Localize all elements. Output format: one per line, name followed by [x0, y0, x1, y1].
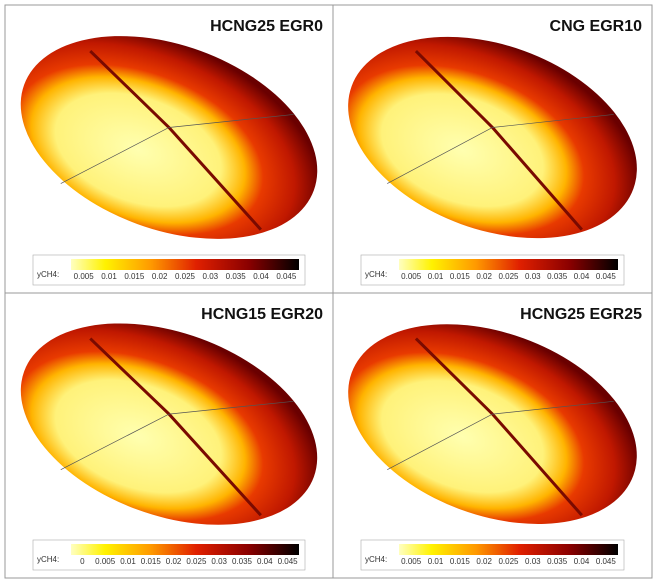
- colorbar-tick-label: 0.025: [498, 272, 519, 281]
- colorbar-tick-label: 0.04: [574, 272, 590, 281]
- colorbar-tick-label: 0.005: [401, 557, 422, 566]
- colorbar-tick-label: 0.02: [476, 557, 492, 566]
- colorbar-tick-label: 0.03: [525, 557, 541, 566]
- valve-edge: [387, 400, 614, 471]
- panel-title: HCNG15 EGR20: [201, 306, 323, 323]
- colorbar-tick-label: 0.01: [428, 272, 444, 281]
- colorbar-tick-label: 0.01: [120, 557, 136, 566]
- colorbar-tick-label: 0.03: [525, 272, 541, 281]
- cfd-contour: [348, 36, 637, 239]
- valve-edge: [60, 114, 294, 184]
- valve-edge: [60, 400, 294, 471]
- colorbar-tick-label: 0.02: [166, 557, 182, 566]
- panel: HCNG25 EGR0 yCH4: 0.005 0.01 0.015 0.02 0.025 0…: [4, 4, 334, 294]
- colorbar-tick-label: 0.015: [141, 557, 162, 566]
- colorbar-tick-label: 0.005: [95, 557, 116, 566]
- colorbar-tick-label: 0.035: [547, 272, 568, 281]
- colorbar-tick-label: 0.025: [175, 272, 196, 281]
- colorbar-tick-label: 0: [80, 557, 85, 566]
- panel: HCNG25 EGR25 yCH4: 0.005 0.01 0.015 0.02 0.025…: [332, 292, 653, 579]
- colorbar-tick-label: 0.015: [450, 272, 471, 281]
- colorbar-tick-label: 0.005: [74, 272, 95, 281]
- colorbar-tick-label: 0.045: [278, 557, 299, 566]
- colorbar-tick-label: 0.035: [226, 272, 247, 281]
- colorbar-tick-label: 0.045: [276, 272, 297, 281]
- legend-label: yCH4:: [37, 270, 59, 279]
- colorbar-tick-label: 0.02: [152, 272, 168, 281]
- legend-label: yCH4:: [365, 270, 387, 279]
- colorbar-tick-label: 0.01: [101, 272, 117, 281]
- legend-label: yCH4:: [365, 555, 387, 564]
- colorbar-tick-label: 0.035: [232, 557, 253, 566]
- colorbar-tick-label: 0.01: [428, 557, 444, 566]
- panel-title: CNG EGR10: [550, 18, 643, 35]
- colorbar-tick-label: 0.045: [596, 272, 617, 281]
- colorbar: [399, 259, 618, 270]
- colorbar: [399, 544, 618, 555]
- colorbar-tick-label: 0.025: [186, 557, 207, 566]
- panel: CNG EGR10 yCH4: 0.005 0.01 0.015 0.02 0.025 0.0…: [332, 4, 653, 294]
- cfd-contour: [20, 323, 318, 525]
- colorbar-tick-label: 0.005: [401, 272, 422, 281]
- panel-title: HCNG25 EGR0: [210, 18, 323, 35]
- colorbar-tick-label: 0.025: [498, 557, 519, 566]
- colorbar-tick-label: 0.03: [211, 557, 227, 566]
- cfd-contour: [348, 324, 637, 524]
- colorbar-tick-label: 0.03: [203, 272, 219, 281]
- colorbar-tick-label: 0.02: [476, 272, 492, 281]
- colorbar-tick-label: 0.04: [574, 557, 590, 566]
- colorbar-tick-label: 0.015: [450, 557, 471, 566]
- colorbar: [71, 259, 299, 270]
- panel-title: HCNG25 EGR25: [520, 306, 642, 323]
- colorbar-tick-label: 0.045: [596, 557, 617, 566]
- colorbar: [71, 544, 299, 555]
- colorbar-tick-label: 0.04: [253, 272, 269, 281]
- panel: HCNG15 EGR20 yCH4: 0 0.005 0.01 0.015 0.02 0.02…: [4, 292, 334, 579]
- colorbar-tick-label: 0.035: [547, 557, 568, 566]
- legend-label: yCH4:: [37, 555, 59, 564]
- colorbar-tick-label: 0.015: [124, 272, 145, 281]
- valve-edge: [387, 114, 614, 184]
- cfd-contour: [20, 36, 318, 239]
- colorbar-tick-label: 0.04: [257, 557, 273, 566]
